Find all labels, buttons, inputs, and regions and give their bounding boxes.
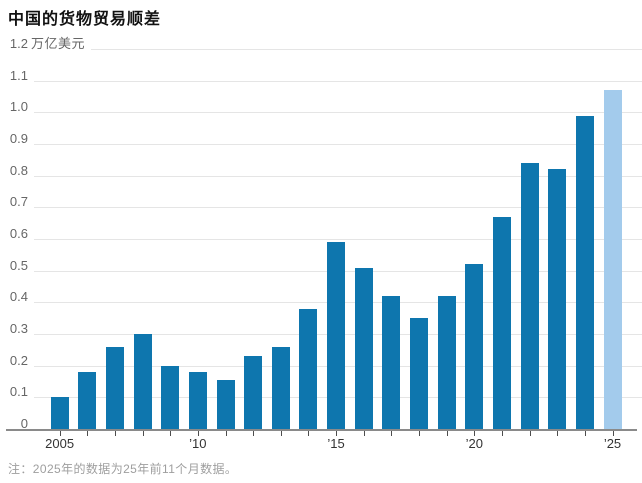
ytick-row-0.7: 0.7 bbox=[8, 193, 642, 210]
xtick-label-2005: 2005 bbox=[45, 436, 75, 451]
xtick-mark-2015 bbox=[336, 431, 338, 436]
ytick-label: 0.8 bbox=[9, 162, 28, 178]
xtick-mark-2020 bbox=[474, 431, 476, 436]
xtick-mark-2017 bbox=[391, 431, 393, 436]
xtick-mark-2024 bbox=[584, 431, 586, 436]
ytick-row-0: 0 bbox=[8, 415, 642, 430]
bar-2016 bbox=[354, 267, 373, 429]
bar-2012 bbox=[244, 356, 263, 429]
ytick-row-0.3: 0.3 bbox=[8, 320, 642, 335]
xtick-mark-2011 bbox=[225, 431, 227, 436]
ytick-row-0.9: 0.9 bbox=[8, 130, 642, 145]
xtick-mark-2007 bbox=[114, 431, 116, 436]
ytick-row-0.6: 0.6 bbox=[8, 225, 642, 240]
xtick-mark-2013 bbox=[280, 431, 282, 436]
ytick-label: 0.1 bbox=[9, 384, 28, 400]
bar-2021 bbox=[492, 216, 511, 429]
bar-2015 bbox=[327, 242, 346, 429]
ytick-label: 1.2 bbox=[9, 35, 28, 51]
bar-2005 bbox=[50, 397, 69, 429]
xtick-mark-2022 bbox=[529, 431, 531, 436]
xtick-mark-2010 bbox=[197, 431, 199, 436]
xtick-mark-2012 bbox=[253, 431, 255, 436]
ytick-label: 1.1 bbox=[9, 67, 28, 83]
bar-2010 bbox=[188, 372, 207, 429]
bar-2018 bbox=[410, 318, 428, 429]
gridline bbox=[91, 48, 642, 50]
bar-2023 bbox=[548, 169, 567, 429]
xtick-mark-2025 bbox=[612, 431, 614, 436]
gridline bbox=[34, 112, 642, 114]
ytick-row-0.1: 0.1 bbox=[8, 383, 642, 400]
ytick-row-0.4: 0.4 bbox=[8, 288, 642, 305]
xtick-label-2015: ’15 bbox=[327, 436, 345, 451]
bar-2011 bbox=[216, 379, 235, 429]
gridline bbox=[34, 175, 642, 177]
ytick-label: 0.5 bbox=[9, 257, 28, 273]
xtick-mark-2021 bbox=[501, 431, 503, 436]
gridline bbox=[34, 80, 642, 82]
ytick-label: 0.6 bbox=[9, 225, 28, 241]
bar-2017 bbox=[382, 296, 401, 429]
ytick-label: 0.9 bbox=[9, 130, 28, 146]
gridline bbox=[34, 238, 642, 240]
xtick-mark-2016 bbox=[363, 431, 365, 436]
bar-2024 bbox=[575, 115, 594, 429]
x-axis-line bbox=[6, 429, 637, 431]
ytick-row-1.2: 1.2 万亿美元 bbox=[8, 35, 642, 50]
ytick-label: 0.7 bbox=[9, 194, 28, 210]
bar-2013 bbox=[271, 346, 290, 429]
ytick-label: 1.0 bbox=[9, 99, 28, 115]
ytick-row-1.1: 1.1 bbox=[8, 67, 642, 82]
ytick-row-0.8: 0.8 bbox=[8, 162, 642, 177]
gridline bbox=[34, 143, 642, 145]
ytick-label: 0 bbox=[20, 416, 28, 431]
bar-2007 bbox=[105, 346, 124, 429]
xtick-label-2020: ’20 bbox=[465, 436, 483, 451]
bar-2025 bbox=[603, 90, 622, 429]
bar-2020 bbox=[465, 264, 484, 429]
xtick-mark-2014 bbox=[308, 431, 310, 436]
xtick-mark-2005 bbox=[59, 431, 61, 436]
gridline bbox=[34, 207, 642, 209]
xtick-mark-2019 bbox=[446, 431, 448, 436]
bar-2006 bbox=[78, 372, 97, 429]
xtick-mark-2009 bbox=[170, 431, 172, 436]
bar-2019 bbox=[437, 296, 456, 429]
ytick-row-0.2: 0.2 bbox=[8, 352, 642, 367]
xtick-mark-2023 bbox=[557, 431, 559, 436]
xtick-label-2010: ’10 bbox=[189, 436, 207, 451]
bar-2008 bbox=[133, 334, 152, 429]
bar-2009 bbox=[161, 365, 180, 429]
bar-2014 bbox=[299, 308, 318, 429]
xtick-mark-2006 bbox=[87, 431, 89, 436]
ytick-label: 0.2 bbox=[9, 352, 28, 368]
bar-2022 bbox=[520, 163, 539, 429]
ytick-label: 0.4 bbox=[9, 289, 28, 305]
ytick-row-1.0: 1.0 bbox=[8, 98, 642, 115]
chart-title: 中国的货物贸易顺差 bbox=[8, 11, 162, 28]
footnote: 注：2025年的数据为25年前11个月数据。 bbox=[8, 462, 238, 476]
xtick-mark-2008 bbox=[142, 431, 144, 436]
y-axis-unit-label: 万亿美元 bbox=[31, 35, 86, 51]
ytick-label: 0.3 bbox=[9, 320, 28, 336]
xtick-label-2025: ’25 bbox=[603, 436, 622, 451]
ytick-row-0.5: 0.5 bbox=[8, 257, 642, 272]
xtick-mark-2018 bbox=[419, 431, 420, 436]
